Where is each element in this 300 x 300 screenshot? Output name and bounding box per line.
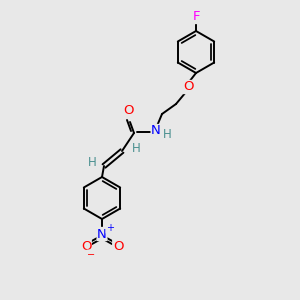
Text: O: O xyxy=(113,239,123,253)
Text: +: + xyxy=(106,223,114,233)
Text: −: − xyxy=(87,250,95,260)
Text: O: O xyxy=(81,239,91,253)
Text: H: H xyxy=(132,142,140,154)
Text: H: H xyxy=(88,155,96,169)
Text: O: O xyxy=(183,80,193,94)
Text: F: F xyxy=(192,11,200,23)
Text: O: O xyxy=(123,103,133,116)
Text: N: N xyxy=(151,124,161,137)
Text: N: N xyxy=(97,227,107,241)
Text: H: H xyxy=(163,128,171,140)
